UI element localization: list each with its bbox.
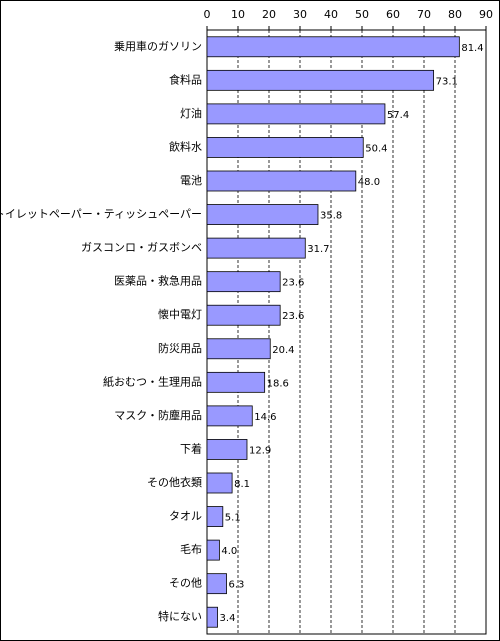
y-tick-label: 紙おむつ・生理用品: [103, 374, 202, 388]
x-tick-label: 80: [448, 8, 462, 21]
value-label: 31.7: [307, 244, 329, 255]
value-label: 3.4: [220, 613, 236, 624]
bar: [206, 69, 435, 91]
x-tick-label: 20: [262, 8, 276, 21]
value-label: 48.0: [358, 177, 380, 188]
y-tick-label: トイレットペーパー・ティッシュペーパー: [0, 208, 202, 221]
bar: [206, 204, 319, 225]
y-tick-label: 懐中電灯: [158, 307, 202, 321]
value-label: 14.6: [254, 412, 276, 423]
value-label: 18.6: [267, 378, 289, 389]
x-tick-label: 90: [479, 8, 493, 21]
x-tick-label: 60: [386, 8, 400, 21]
y-tick-label: タオル: [169, 510, 202, 523]
bar: [206, 606, 218, 628]
x-tick-label: 50: [355, 8, 369, 21]
bar: [206, 137, 364, 158]
bar: [206, 405, 253, 427]
bar: [206, 271, 281, 293]
bar: [206, 371, 266, 393]
value-label: 23.6: [282, 311, 304, 322]
value-label: 81.4: [461, 43, 483, 54]
bar: [206, 439, 248, 460]
plot-frame: [206, 29, 487, 635]
y-tick-label: 医薬品・救急用品: [114, 274, 202, 288]
value-label: 73.1: [436, 76, 458, 87]
bar: [206, 103, 386, 125]
y-tick-label: 乗用車のガソリン: [114, 39, 202, 53]
value-label: 4.0: [221, 546, 237, 557]
bar: [206, 170, 357, 192]
bar: [206, 338, 271, 360]
y-tick-label: その他衣類: [147, 475, 202, 489]
y-tick-label: 電池: [180, 174, 202, 187]
bar: [206, 573, 227, 595]
bar: [206, 36, 460, 58]
y-tick-label: ガスコンロ・ガスボンベ: [81, 241, 202, 254]
y-tick-label: 下着: [180, 441, 202, 455]
value-label: 8.1: [234, 479, 250, 490]
value-label: 23.6: [282, 278, 304, 289]
value-label: 6.3: [229, 580, 245, 591]
value-label: 35.8: [320, 211, 342, 222]
x-tick-label: 0: [204, 8, 211, 21]
x-tick-label: 10: [231, 8, 245, 21]
bar: [206, 472, 233, 494]
y-tick-label: その他: [169, 577, 202, 590]
bar: [206, 506, 224, 527]
x-tick-label: 70: [417, 8, 431, 21]
y-tick-label: 特にない: [158, 609, 202, 623]
bar: [206, 539, 220, 561]
value-label: 50.4: [365, 143, 387, 154]
value-label: 57.4: [387, 110, 409, 121]
y-tick-label: 防災用品: [158, 341, 202, 355]
value-label: 12.9: [249, 445, 271, 456]
bar: [206, 237, 306, 259]
y-tick-label: 食料品: [169, 72, 202, 86]
x-tick-label: 40: [324, 8, 338, 21]
bar: [206, 304, 281, 326]
x-tick-label: 30: [293, 8, 307, 21]
y-tick-label: 毛布: [180, 543, 202, 556]
y-tick-label: マスク・防塵用品: [114, 408, 202, 422]
value-label: 20.4: [272, 345, 294, 356]
y-tick-label: 灯油: [180, 106, 202, 120]
y-tick-label: 飲料水: [169, 139, 202, 153]
value-label: 5.1: [225, 513, 241, 524]
